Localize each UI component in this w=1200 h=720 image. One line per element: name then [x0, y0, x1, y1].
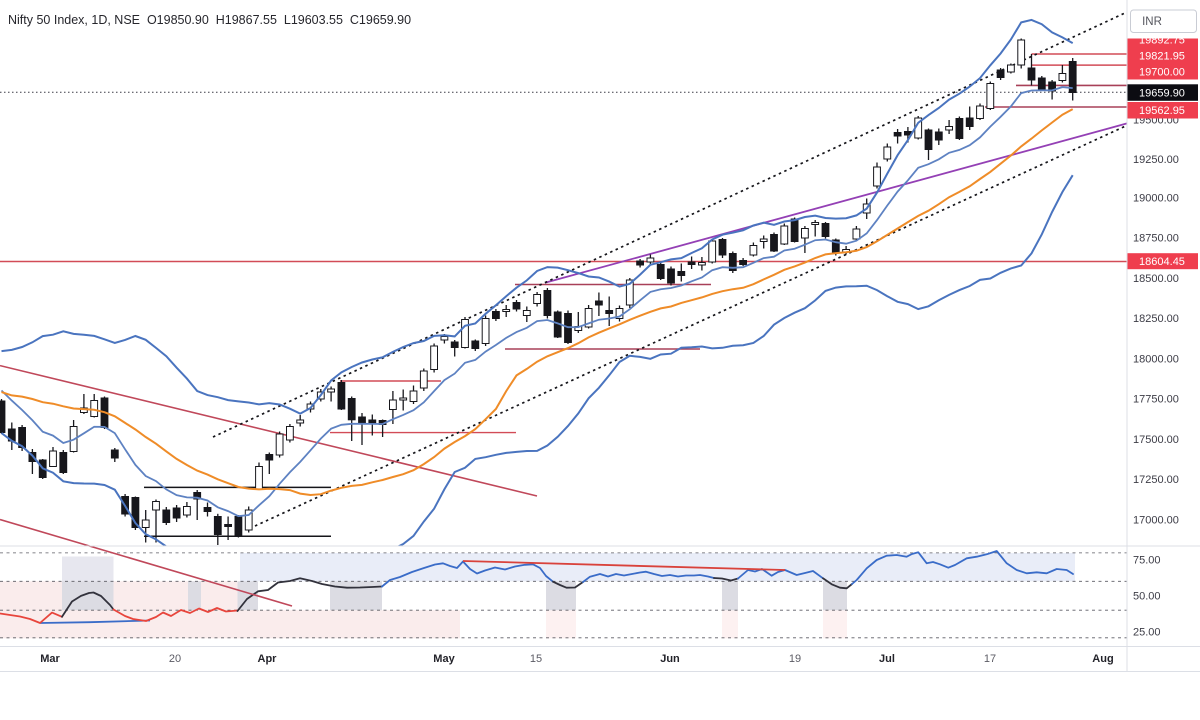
- svg-text:19000.00: 19000.00: [1133, 192, 1179, 204]
- svg-text:17: 17: [984, 653, 996, 665]
- svg-text:17250.00: 17250.00: [1133, 474, 1179, 486]
- svg-text:17000.00: 17000.00: [1133, 514, 1179, 526]
- svg-text:Aug: Aug: [1092, 653, 1113, 665]
- svg-text:19: 19: [789, 653, 801, 665]
- svg-text:INR: INR: [1142, 16, 1162, 28]
- svg-text:Nifty 50 Index, 1D, NSE O1985: Nifty 50 Index, 1D, NSE O19850.90 H19867…: [8, 13, 411, 27]
- svg-text:Apr: Apr: [258, 653, 278, 665]
- svg-text:Jul: Jul: [879, 653, 895, 665]
- svg-text:May: May: [433, 653, 455, 665]
- svg-text:19250.00: 19250.00: [1133, 154, 1179, 166]
- svg-text:20: 20: [169, 653, 181, 665]
- svg-text:17500.00: 17500.00: [1133, 434, 1179, 446]
- svg-text:75.00: 75.00: [1133, 554, 1161, 566]
- svg-text:Jun: Jun: [660, 653, 680, 665]
- svg-text:19892.75: 19892.75: [1139, 35, 1185, 47]
- svg-text:Mar: Mar: [40, 653, 60, 665]
- svg-text:17750.00: 17750.00: [1133, 394, 1179, 406]
- svg-text:18604.45: 18604.45: [1139, 256, 1185, 268]
- svg-text:19659.90: 19659.90: [1139, 87, 1185, 99]
- svg-text:15: 15: [530, 653, 542, 665]
- svg-text:19562.95: 19562.95: [1139, 105, 1185, 117]
- svg-text:25.00: 25.00: [1133, 627, 1161, 639]
- svg-text:19821.95: 19821.95: [1139, 50, 1185, 62]
- svg-text:19700.00: 19700.00: [1139, 66, 1185, 78]
- svg-text:50.00: 50.00: [1133, 591, 1161, 603]
- svg-text:18000.00: 18000.00: [1133, 353, 1179, 365]
- svg-text:18750.00: 18750.00: [1133, 233, 1179, 245]
- svg-text:18250.00: 18250.00: [1133, 313, 1179, 325]
- svg-text:18500.00: 18500.00: [1133, 273, 1179, 285]
